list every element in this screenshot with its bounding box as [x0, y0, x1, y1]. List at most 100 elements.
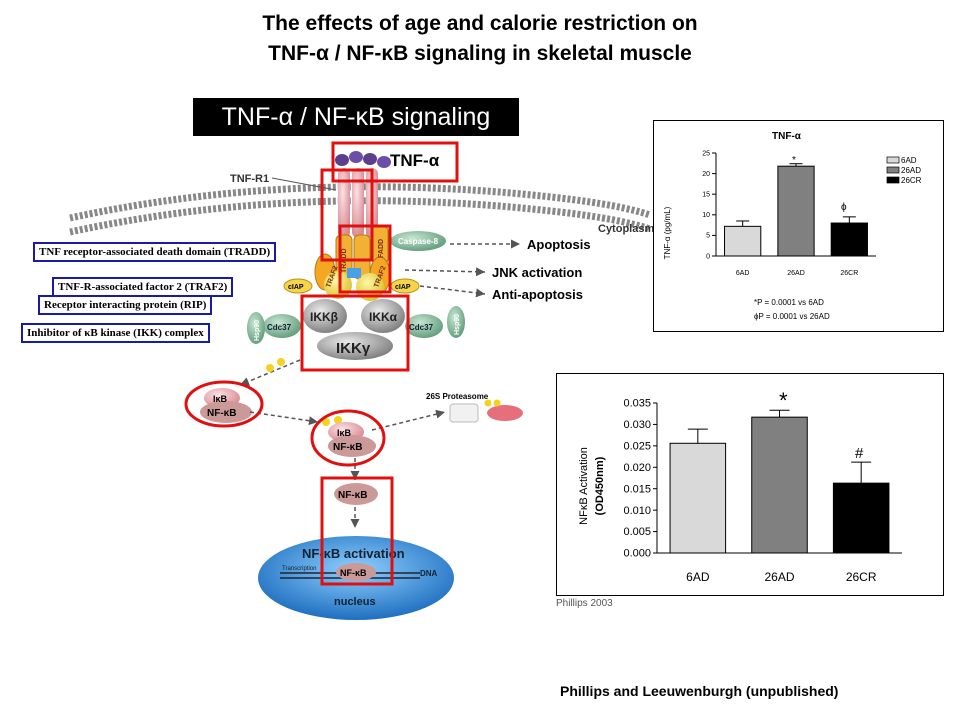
nfkb-y-tick-label: 0.005 — [623, 526, 651, 538]
tnf-bar-26ad — [777, 165, 815, 257]
nfkb-y-tick-label: 0.030 — [623, 419, 651, 431]
cdc37-left-label: Cdc37 — [267, 323, 292, 332]
nfkb-chart-bars: 6AD 26AD 26CR — [669, 409, 890, 584]
fadd-label: FADD — [378, 239, 385, 258]
nfkb-category-label: 6AD — [686, 570, 710, 584]
free-nfkb — [334, 483, 378, 505]
tnf-y-tick-label: 20 — [702, 171, 710, 178]
nfkb-hash: # — [855, 445, 864, 462]
legend-rip: Receptor interacting protein (RIP) — [38, 295, 213, 315]
ciap-left — [283, 278, 313, 294]
tnf-chart-ylabel: TNF-α (pg/mL) — [663, 206, 672, 259]
tnf-footnote-1: *P = 0.0001 vs 6AD — [754, 298, 824, 307]
nfkb-label-4: NF-κB — [340, 568, 367, 578]
tnf-y-tick-label: 25 — [702, 150, 710, 157]
ikb-nfkb-complex — [200, 388, 252, 423]
tnf-receptor — [335, 151, 391, 238]
highlight-ikb-1 — [184, 380, 264, 428]
tnf-alpha-label: TNF-α — [390, 151, 440, 170]
tnf-y-tick-label: 15 — [702, 192, 710, 199]
nfkb-bar-6ad — [669, 442, 727, 554]
ikk-complex — [247, 299, 465, 360]
tnf-phi: ϕ — [841, 202, 847, 213]
hsp90-left-label: Hsp90 — [254, 320, 261, 341]
tnf-y-tick-label: 5 — [706, 233, 710, 240]
apoptosis-label: Apoptosis — [527, 237, 591, 252]
nfkb-chart-ylabel-1: NFκB Activation — [578, 447, 590, 525]
legend-ikk: Inhibitor of κB kinase (IKK) complex — [21, 323, 210, 343]
anti-apoptosis-label: Anti-apoptosis — [492, 287, 583, 302]
tnf-chart-title: TNF-α — [772, 131, 802, 142]
tnf-alpha-chart: TNF-α TNF-α (pg/mL) 0 5 10 15 20 25 6AD 26AD 26… — [653, 120, 944, 332]
nfkb-bar-26ad — [751, 416, 808, 554]
highlight-tradd-fadd — [338, 224, 392, 294]
ikb-label-1: IκB — [213, 394, 228, 404]
ikk-gamma-label: IKKγ — [336, 340, 371, 357]
ikk-alpha-label: IKKα — [369, 310, 398, 324]
tnf-chart-legend: 6AD 26AD 26CR — [886, 156, 922, 185]
tnf-y-tick-label: 10 — [702, 212, 710, 219]
tnf-y-tick-label: 0 — [706, 253, 710, 260]
tnf-category-label: 6AD — [736, 270, 750, 277]
nfkb-y-tick-label: 0.010 — [623, 505, 651, 517]
nfkb-activation-label: NF-κB activation — [302, 546, 405, 561]
nfkb-category-label: 26CR — [846, 570, 877, 584]
chart-credit: Phillips 2003 — [556, 598, 613, 609]
proteasome-label: 26S Proteasome — [426, 392, 489, 401]
tnf-bar-6ad — [724, 225, 762, 257]
tnf-legend-6ad: 6AD — [901, 156, 917, 165]
tnf-footnote-2: ϕP = 0.0001 vs 26AD — [754, 312, 830, 321]
highlight-tnf-alpha — [331, 141, 459, 183]
cytoplasm-label: Cytoplasm — [598, 223, 654, 235]
nfkb-chart: NFκB Activation (OD450nm) 0.000 0.005 0.01… — [556, 373, 944, 596]
highlight-tnf-r1 — [320, 168, 374, 262]
nfkb-y-tick-label: 0.000 — [623, 548, 651, 560]
caspase8-shape — [390, 231, 446, 251]
phosphorylated-complex — [322, 416, 376, 457]
hsp90-right-label: Hsp90 — [454, 314, 461, 335]
tnf-category-label: 26AD — [787, 270, 805, 277]
tnf-category-label: 26CR — [840, 270, 858, 277]
legend-traf2: TNF-R-associated factor 2 (TRAF2) — [52, 277, 234, 297]
footer-citation: Phillips and Leeuwenburgh (unpublished) — [560, 683, 839, 699]
adaptor-complex — [314, 225, 391, 301]
nfkb-label-2: NF-κB — [333, 442, 362, 453]
pathway-header: TNF-α / NF-κB signaling — [193, 98, 519, 136]
nfkb-star: * — [779, 388, 788, 413]
nfkb-category-label: 26AD — [764, 570, 794, 584]
tnf-legend-26cr: 26CR — [901, 176, 922, 185]
nfkb-chart-ylabel-2: (OD450nm) — [594, 456, 606, 515]
nfkb-y-tick-label: 0.025 — [623, 441, 651, 453]
transcription-label: Transcription — [282, 566, 316, 572]
dna-label: DNA — [420, 569, 438, 578]
tnf-r1-label: TNF-R1 — [230, 173, 269, 185]
highlight-boxes — [184, 141, 459, 586]
highlight-ikb-2 — [310, 409, 386, 467]
legend-tradd: TNF receptor-associated death domain (TR… — [33, 242, 277, 262]
ikk-beta-label: IKKβ — [310, 310, 338, 324]
nfkb-y-tick-label: 0.035 — [623, 398, 651, 410]
proteasome-shape — [449, 399, 523, 423]
highlight-nfkb — [320, 476, 394, 586]
page-title: The effects of age and calorie restricti… — [262, 12, 698, 35]
ikb-label-2: IκB — [337, 428, 352, 438]
nfkb-label-3: NF-κB — [338, 490, 367, 501]
highlight-ikk — [300, 294, 410, 372]
cell-membrane — [69, 183, 652, 236]
nfkb-y-tick-label: 0.020 — [623, 462, 651, 474]
nfkb-label-1: NF-κB — [207, 408, 236, 419]
caspase8-label: Caspase-8 — [398, 237, 439, 246]
tnf-star: * — [792, 155, 796, 166]
ciap-right-label: cIAP — [395, 284, 411, 291]
page-subtitle: TNF-α / NF-κB signaling in skeletal musc… — [268, 42, 692, 65]
jnk-label: JNK activation — [492, 265, 582, 280]
ciap-left-label: cIAP — [288, 284, 304, 291]
tnf-chart-bars: 6AD 26AD 26CR — [724, 163, 868, 277]
tnf-bar-26cr — [830, 222, 868, 257]
nfkb-bar-26cr — [832, 482, 890, 554]
nucleus-label: nucleus — [334, 596, 376, 608]
nfkb-chart-svg: NFκB Activation (OD450nm) 0.000 0.005 0.01… — [578, 388, 902, 584]
tnf-alpha-chart-svg: TNF-α TNF-α (pg/mL) 0 5 10 15 20 25 6AD 26AD 26… — [663, 131, 922, 321]
cdc37-right-label: Cdc37 — [409, 323, 434, 332]
